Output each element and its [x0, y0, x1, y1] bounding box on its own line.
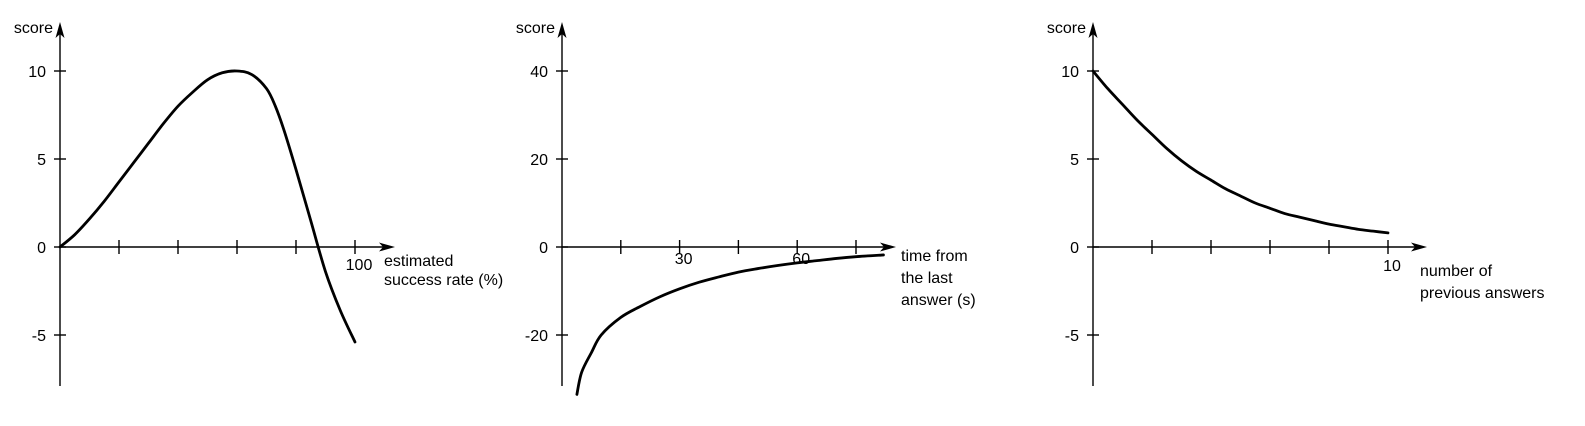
x-axis-arrow [1411, 242, 1427, 252]
y-tick-label: 10 [28, 64, 46, 81]
score-curve [58, 69, 357, 344]
x-axis-label-line: estimated [384, 253, 453, 270]
x-axis-label-line: time from [901, 248, 968, 265]
x-tick-label: 30 [675, 251, 693, 268]
x-axis-arrow [880, 242, 896, 252]
y-tick-label: 0 [539, 240, 548, 257]
y-tick-label: 0 [37, 240, 46, 257]
x-axis-label-line: number of [1420, 263, 1493, 280]
y-tick-label: -5 [32, 328, 46, 345]
y-tick-label: -5 [1065, 328, 1079, 345]
y-tick-label: 10 [1061, 64, 1079, 81]
y-tick-label: -20 [525, 328, 548, 345]
panel-previous-answers: score 10 5 0 -5 10 number of previous answers [1047, 20, 1545, 386]
score-curve [575, 253, 885, 396]
y-axis-label: score [14, 20, 53, 37]
panel-success-rate: score 10 5 0 -5 100 estimated success rate (%) [14, 20, 503, 386]
y-axis-arrow [55, 22, 65, 38]
x-axis-label-line: the last [901, 270, 953, 287]
panel-time-since-last-answer: score 40 20 0 -20 30 60 time from the last answer… [516, 20, 976, 396]
x-axis-label-line: success rate (%) [384, 272, 503, 289]
y-tick-label: 5 [37, 152, 46, 169]
x-tick-label: 100 [346, 257, 373, 274]
y-tick-label: 20 [530, 152, 548, 169]
x-axis-arrow [379, 242, 395, 252]
x-axis-label-line: previous answers [1420, 285, 1545, 302]
x-tick-label: 60 [792, 251, 810, 268]
y-axis-arrow [557, 22, 567, 38]
y-tick-label: 5 [1070, 152, 1079, 169]
x-tick-label: 10 [1383, 258, 1401, 275]
y-tick-label: 40 [530, 64, 548, 81]
y-tick-label: 0 [1070, 240, 1079, 257]
score-curve [1091, 69, 1390, 235]
x-axis-label-line: answer (s) [901, 292, 976, 309]
y-axis-label: score [516, 20, 555, 37]
y-axis-label: score [1047, 20, 1086, 37]
y-axis-arrow [1088, 22, 1098, 38]
